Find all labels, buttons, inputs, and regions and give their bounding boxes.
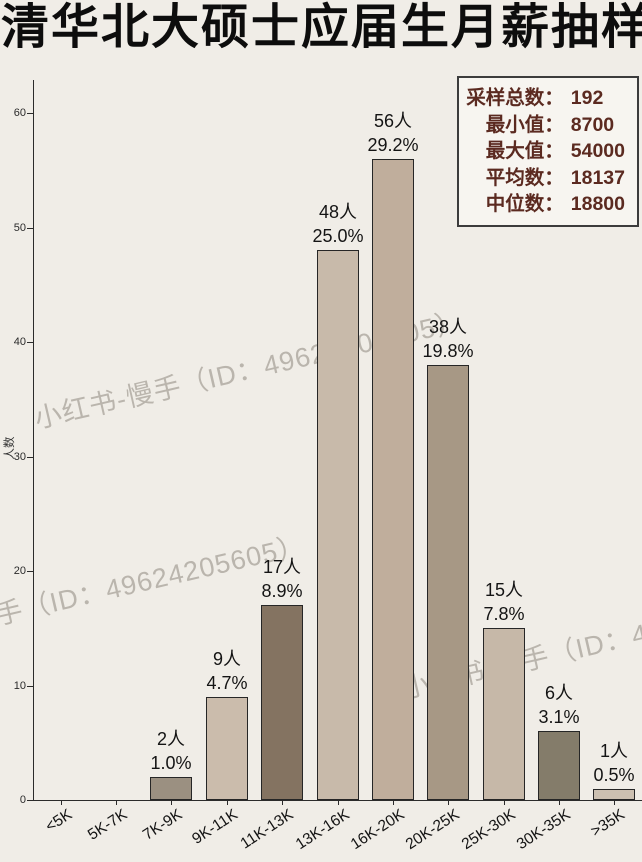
bar-20K-25K — [427, 365, 469, 800]
bar-count-label: 6人 — [544, 683, 573, 703]
x-tick-mark — [116, 800, 117, 805]
y-tick-label: 10 — [13, 679, 26, 692]
x-tick-mark — [393, 800, 394, 805]
bar-9K-11K — [206, 697, 248, 800]
y-axis-line — [33, 80, 34, 800]
bar-value-label: 48人 25.0% — [283, 200, 393, 248]
bar-13K-16K — [317, 250, 359, 800]
x-axis-label-text: 7K-9K — [139, 806, 186, 844]
x-tick-mark — [614, 800, 615, 805]
bar-value-label: 1人 0.5% — [559, 739, 642, 787]
bar-7K-9K — [150, 777, 192, 800]
bar-count-label: 56人 — [373, 111, 413, 131]
bar-value-label: 56人 29.2% — [338, 109, 448, 157]
x-tick-mark — [559, 800, 560, 805]
chart-title: 清华北大硕士应届生月薪抽样 — [1, 1, 642, 54]
bar-count-label: 2人 — [156, 729, 185, 749]
stat-label-min: 最小值： — [485, 113, 564, 136]
bar-count-label: 38人 — [428, 317, 468, 337]
y-tick-label: 20 — [13, 565, 26, 577]
bar-percent-label: 19.8% — [422, 341, 474, 361]
x-tick-mark — [171, 800, 172, 805]
y-tick-label: 30 — [13, 450, 26, 463]
x-axis-label-text: 25K-30K — [458, 806, 519, 854]
bar-count-label: 1人 — [599, 741, 628, 761]
x-axis-label-text: 30K-35K — [513, 806, 574, 854]
x-axis-label-text: 20K-25K — [402, 806, 463, 854]
x-tick-mark — [282, 800, 283, 805]
y-tick-mark — [27, 227, 33, 229]
stat-value-median: 18800 — [570, 193, 625, 215]
x-tick-mark — [61, 800, 62, 805]
bar-count-label: 17人 — [262, 557, 302, 577]
bar-value-label: 38人 19.8% — [393, 315, 503, 363]
bar-count-label: 48人 — [318, 202, 358, 222]
bar->35K — [593, 789, 635, 800]
bar-count-label: 15人 — [484, 580, 524, 600]
bar-value-label: 2人 1.0% — [116, 727, 226, 775]
stat-label-mean: 平均数： — [485, 166, 564, 189]
y-tick-label: 50 — [13, 221, 26, 234]
x-axis-label-text: 5K-7K — [84, 806, 131, 844]
x-axis-label-text: 13K-16K — [292, 806, 353, 854]
x-tick-mark — [227, 800, 228, 805]
y-tick-mark — [27, 685, 33, 687]
x-tick-mark — [448, 800, 449, 805]
bar-30K-35K — [538, 731, 580, 800]
y-tick-mark — [27, 456, 33, 458]
bar-percent-label: 29.2% — [367, 135, 419, 155]
x-axis-label-text: 16K-20K — [347, 806, 408, 854]
y-tick-label: 0 — [19, 794, 26, 806]
stat-value-mean: 18137 — [570, 166, 625, 189]
bar-16K-20K — [372, 159, 414, 800]
bar-percent-label: 1.0% — [150, 753, 192, 773]
x-axis-label-text: 9K-11K — [189, 806, 242, 848]
stat-label-max: 最大值： — [485, 140, 564, 162]
y-tick-mark — [27, 800, 33, 801]
stat-label-median: 中位数： — [485, 193, 564, 215]
x-axis-label-text: >35K — [588, 806, 629, 841]
bar-percent-label: 7.8% — [483, 604, 525, 624]
bar-percent-label: 0.5% — [593, 765, 635, 785]
stat-label-sample-total: 采样总数： — [466, 87, 564, 109]
bar-percent-label: 25.0% — [312, 226, 364, 246]
y-tick-label: 40 — [13, 336, 26, 348]
bar-value-label: 9人 4.7% — [172, 647, 282, 695]
bar-value-label: 15人 7.8% — [449, 578, 559, 626]
bar-count-label: 9人 — [212, 649, 241, 669]
bar-percent-label: 4.7% — [206, 673, 248, 693]
x-tick-mark — [504, 800, 505, 805]
stat-value-min: 8700 — [570, 113, 615, 136]
bar-value-label: 6人 3.1% — [504, 681, 614, 729]
x-axis-label-text: 11K-13K — [237, 806, 297, 853]
y-tick-mark — [27, 342, 33, 343]
stat-value-max: 54000 — [570, 140, 625, 162]
bar-percent-label: 3.1% — [538, 707, 580, 727]
bar-value-label: 17人 8.9% — [227, 555, 337, 603]
bar-11K-13K — [261, 605, 303, 800]
x-axis-label-text: <5K — [42, 806, 76, 836]
x-axis-line — [33, 800, 642, 801]
y-tick-mark — [27, 113, 33, 114]
x-tick-mark — [338, 800, 339, 805]
bar-25K-30K — [483, 628, 525, 800]
bar-percent-label: 8.9% — [261, 581, 303, 601]
y-tick-label: 60 — [13, 107, 26, 119]
y-tick-mark — [27, 571, 33, 572]
stat-value-sample-total: 192 — [570, 87, 604, 109]
stats-box: 采样总数： 192 最小值： 8700 最大值： 54000 平均数： 1813… — [457, 76, 639, 227]
